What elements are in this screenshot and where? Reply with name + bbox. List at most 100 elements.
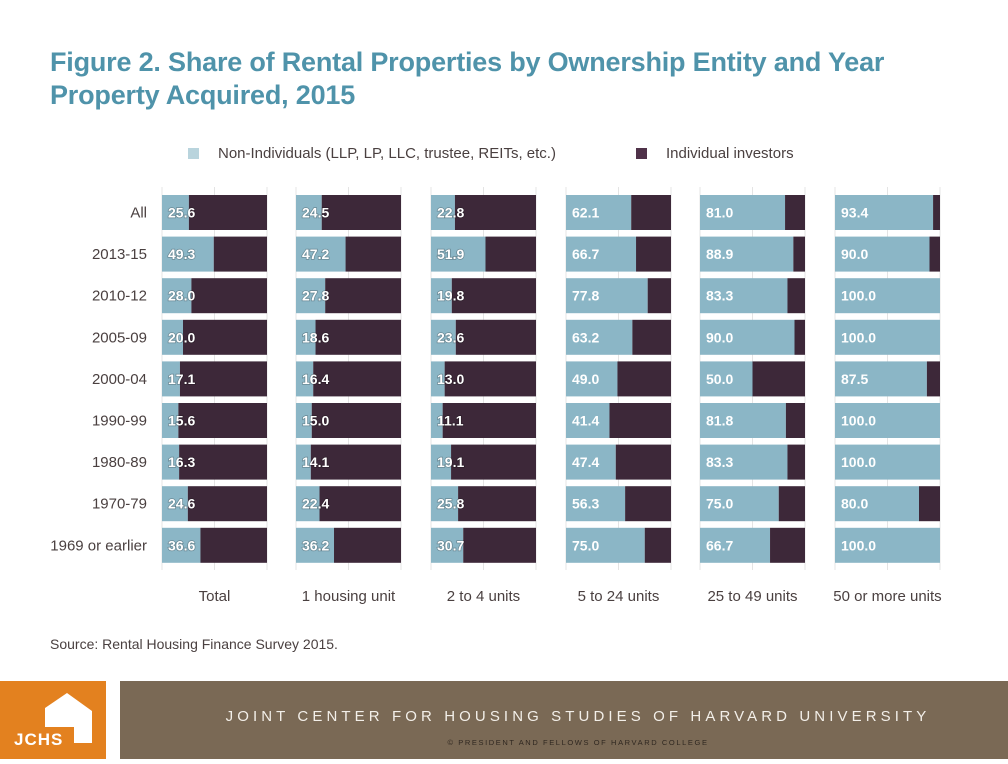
- bar-non-individuals: [566, 195, 632, 230]
- bar-non-individuals: [296, 319, 316, 355]
- chart-svg: All 2013-15 2010-12 2005-09 2000-04 1990-99 19…: [50, 187, 942, 605]
- bar-individual-investors: [636, 236, 671, 272]
- bar-individual-investors: [315, 319, 401, 355]
- bar-non-individuals: [835, 236, 930, 272]
- chart-title: Figure 2. Share of Rental Properties by …: [50, 47, 885, 110]
- bar-non-individuals: [431, 278, 452, 314]
- data-label: 16.4: [302, 371, 329, 387]
- category-label: 1990-99: [92, 413, 147, 430]
- source-note: Source: Rental Housing Finance Survey 20…: [50, 636, 338, 652]
- bar-non-individuals: [431, 236, 486, 272]
- data-label: 25.6: [168, 205, 195, 221]
- bar-individual-investors: [200, 527, 267, 563]
- data-label: 83.3: [706, 454, 733, 470]
- bar-non-individuals: [566, 319, 633, 355]
- bar-individual-investors: [794, 319, 805, 355]
- bar-individual-investors: [770, 527, 805, 563]
- data-label: 27.8: [302, 288, 329, 304]
- bar-individual-investors: [187, 486, 267, 522]
- bar-non-individuals: [835, 361, 927, 397]
- data-label: 41.4: [572, 413, 599, 429]
- category-label: 2010-12: [92, 288, 147, 305]
- data-label: 36.6: [168, 537, 195, 553]
- footer-band: JOINT CENTER FOR HOUSING STUDIES OF HARV…: [120, 681, 1008, 759]
- bar-individual-investors: [178, 403, 267, 438]
- bar-individual-investors: [625, 486, 671, 522]
- bar-non-individuals: [700, 527, 771, 563]
- bar-non-individuals: [162, 236, 214, 272]
- bar-individual-investors: [458, 486, 536, 522]
- data-label: 13.0: [437, 371, 464, 387]
- bar-individual-investors: [455, 319, 536, 355]
- bar-individual-investors: [191, 278, 267, 314]
- legend-swatch-individual-investors: [636, 148, 647, 159]
- bar-non-individuals: [296, 403, 312, 438]
- bar-non-individuals: [296, 361, 314, 397]
- data-label: 19.8: [437, 288, 464, 304]
- bar-individual-investors: [933, 195, 940, 230]
- bar-individual-investors: [787, 444, 805, 480]
- data-label: 11.1: [437, 413, 464, 429]
- bar-individual-investors: [926, 361, 940, 397]
- bar-individual-investors: [345, 236, 401, 272]
- bar-non-individuals: [431, 486, 459, 522]
- bar-individual-investors: [321, 195, 401, 230]
- category-label: 1970-79: [92, 496, 147, 513]
- bar-individual-investors: [615, 444, 671, 480]
- data-label: 62.1: [572, 205, 599, 221]
- bar-individual-investors: [451, 444, 536, 480]
- bar-individual-investors: [319, 486, 401, 522]
- logo-text: JCHS: [14, 730, 64, 749]
- legend: Non-Individuals (LLP, LP, LLC, trustee, …: [0, 145, 1008, 165]
- data-label: 100.0: [841, 537, 876, 553]
- category-label: 2013-15: [92, 246, 147, 263]
- data-label: 100.0: [841, 329, 876, 345]
- legend-item-non-individuals: Non-Individuals (LLP, LP, LLC, trustee, …: [188, 145, 556, 162]
- bar-non-individuals: [566, 403, 610, 438]
- bar-non-individuals: [296, 527, 335, 563]
- data-label: 66.7: [572, 246, 599, 262]
- bar-non-individuals: [566, 361, 618, 397]
- bar-non-individuals: [566, 486, 626, 522]
- data-label: 22.8: [437, 205, 464, 221]
- panel-label: 25 to 49 units: [707, 588, 797, 605]
- bar-non-individuals: [162, 527, 201, 563]
- bar-individual-investors: [644, 527, 671, 563]
- data-label: 47.2: [302, 246, 329, 262]
- data-label: 24.6: [168, 496, 195, 512]
- bar-non-individuals: [162, 361, 180, 397]
- data-label: 81.8: [706, 413, 733, 429]
- bar-individual-investors: [334, 527, 401, 563]
- bar-individual-investors: [785, 195, 805, 230]
- bar-non-individuals: [296, 444, 311, 480]
- data-label: 47.4: [572, 454, 599, 470]
- bar-individual-investors: [444, 361, 536, 397]
- data-label: 15.0: [302, 413, 329, 429]
- bar-individual-investors: [929, 236, 940, 272]
- data-label: 75.0: [572, 537, 599, 553]
- bar-non-individuals: [700, 278, 788, 314]
- footer-title: JOINT CENTER FOR HOUSING STUDIES OF HARV…: [225, 708, 931, 725]
- panel-label: Total: [199, 588, 231, 605]
- data-label: 90.0: [706, 329, 733, 345]
- panel-label: 1 housing unit: [302, 588, 396, 605]
- bar-non-individuals: [700, 403, 786, 438]
- category-label: 2005-09: [92, 329, 147, 346]
- bar-non-individuals: [700, 195, 786, 230]
- bar-non-individuals: [700, 319, 795, 355]
- data-label: 28.0: [168, 288, 195, 304]
- bar-non-individuals: [162, 319, 183, 355]
- bar-non-individuals: [835, 527, 940, 563]
- bar-individual-investors: [787, 278, 805, 314]
- data-label: 80.0: [841, 496, 868, 512]
- data-label: 100.0: [841, 454, 876, 470]
- bar-non-individuals: [566, 444, 616, 480]
- bar-non-individuals: [431, 527, 464, 563]
- data-label: 25.8: [437, 496, 464, 512]
- bar-non-individuals: [162, 278, 192, 314]
- data-label: 14.1: [302, 454, 329, 470]
- bar-individual-investors: [183, 319, 267, 355]
- category-label: 1980-89: [92, 454, 147, 471]
- bar-individual-investors: [632, 319, 671, 355]
- data-label: 56.3: [572, 496, 599, 512]
